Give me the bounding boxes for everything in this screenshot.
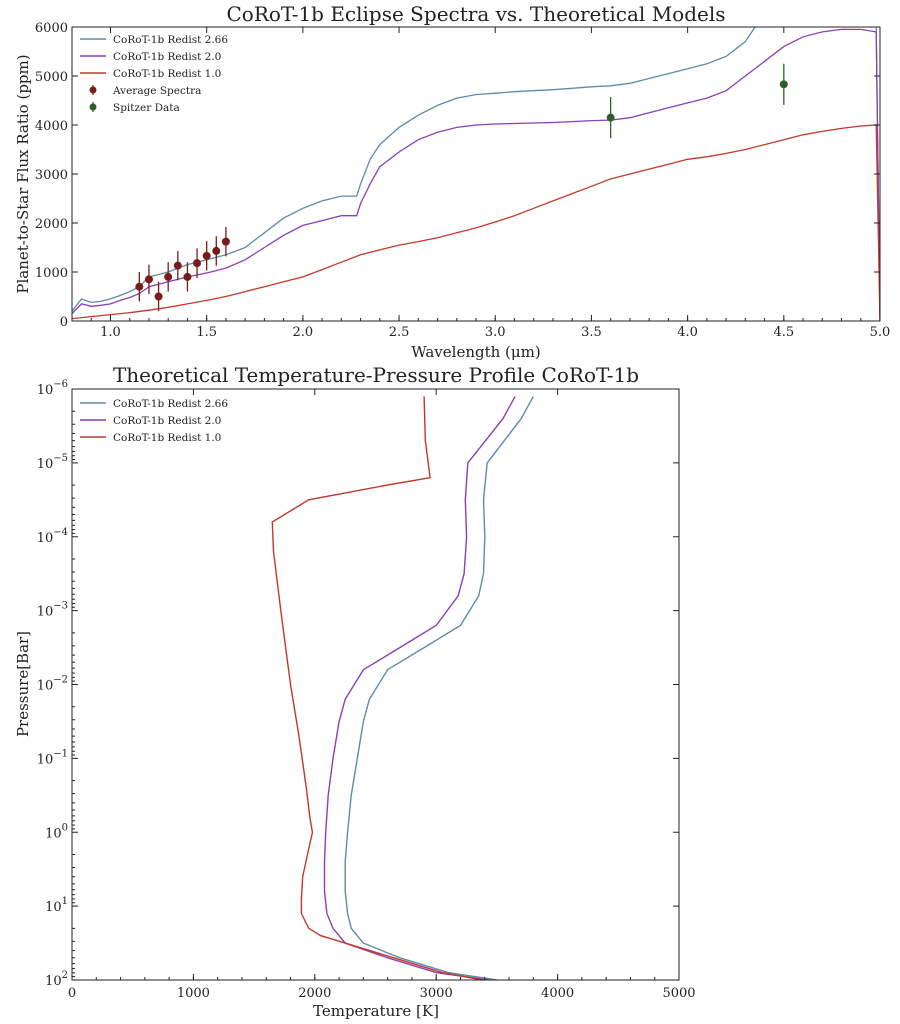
legend-label: CoRoT-1b Redist 2.0 <box>113 51 221 63</box>
chart-title: Theoretical Temperature-Pressure Profile… <box>113 363 639 387</box>
y-tick-label: 6000 <box>35 21 68 36</box>
x-tick-label: 3000 <box>420 986 453 1001</box>
x-tick-label: 1.0 <box>100 325 121 340</box>
y-tick-label: 102 <box>45 970 68 989</box>
legend: CoRoT-1b Redist 2.66 CoRoT-1b Redist 2.0 C… <box>80 398 228 444</box>
eclipse-spectra-chart: CoRoT-1b Eclipse Spectra vs. Theoretical… <box>14 2 890 361</box>
x-tick-label: 0 <box>68 986 76 1001</box>
plot-frame <box>71 26 881 322</box>
data-point <box>606 113 615 122</box>
series-line <box>72 28 880 321</box>
y-tick-label: 10−2 <box>37 675 68 694</box>
x-tick-label: 3.0 <box>485 325 506 340</box>
data-point <box>135 282 144 291</box>
legend-label: CoRoT-1b Redist 1.0 <box>113 432 221 444</box>
temperature-pressure-chart: Theoretical Temperature-Pressure Profile… <box>14 363 696 1020</box>
x-tick-label: 1000 <box>177 986 210 1001</box>
y-tick-label: 101 <box>45 896 68 915</box>
y-tick-label: 3000 <box>35 168 68 183</box>
x-tick-label: 5.0 <box>870 325 891 340</box>
x-tick-label: 2.0 <box>293 325 314 340</box>
series-line <box>72 27 880 321</box>
y-tick-label: 10−6 <box>37 379 68 398</box>
x-tick-label: 4.5 <box>773 325 794 340</box>
x-tick-label: 2.5 <box>389 325 410 340</box>
y-tick-label: 0 <box>60 315 68 330</box>
x-axis-label: Wavelength (μm) <box>411 343 540 361</box>
y-tick-label: 10−5 <box>37 453 68 472</box>
x-tick-label: 4000 <box>541 986 574 1001</box>
y-axis-label: Planet-to-Star Flux Ratio (ppm) <box>14 54 32 293</box>
legend-label: CoRoT-1b Redist 2.66 <box>113 34 228 46</box>
x-axis-label: Temperature [K] <box>313 1002 439 1020</box>
profile-line <box>323 396 516 980</box>
data-point <box>779 80 788 89</box>
y-tick-label: 10−4 <box>37 527 68 546</box>
series-line <box>72 124 880 321</box>
y-axis-label: Pressure[Bar] <box>14 631 32 737</box>
data-point <box>212 246 221 255</box>
x-tick-label: 4.0 <box>677 325 698 340</box>
y-tick-label: 100 <box>45 822 68 841</box>
data-point <box>193 259 202 268</box>
legend-label: CoRoT-1b Redist 2.0 <box>113 415 221 427</box>
legend-marker <box>89 103 97 111</box>
y-tick-label: 4000 <box>35 119 68 134</box>
x-tick-label: 1.5 <box>196 325 217 340</box>
legend: CoRoT-1b Redist 2.66 CoRoT-1b Redist 2.0 C… <box>80 34 228 114</box>
y-tick-label: 5000 <box>35 70 68 85</box>
profile-line <box>271 396 483 980</box>
legend-label: CoRoT-1b Redist 2.66 <box>113 398 228 410</box>
x-tick-label: 3.5 <box>581 325 602 340</box>
legend-marker <box>89 86 97 94</box>
data-point <box>183 272 192 281</box>
y-tick-label: 10−1 <box>37 748 68 767</box>
x-tick-label: 5000 <box>662 986 695 1001</box>
y-tick-label: 1000 <box>35 266 68 281</box>
x-tick-label: 2000 <box>298 986 331 1001</box>
data-point <box>202 251 211 260</box>
y-tick-label: 10−3 <box>37 601 68 620</box>
y-tick-label: 2000 <box>35 217 68 232</box>
legend-label: Average Spectra <box>112 85 201 97</box>
data-point <box>173 261 182 270</box>
chart-title: CoRoT-1b Eclipse Spectra vs. Theoretical… <box>226 2 725 26</box>
data-point <box>221 237 230 246</box>
data-point <box>164 272 173 281</box>
legend-label: CoRoT-1b Redist 1.0 <box>113 68 221 80</box>
data-point <box>144 275 153 284</box>
profile-line <box>344 396 534 980</box>
data-point <box>154 292 163 301</box>
legend-label: Spitzer Data <box>113 102 180 114</box>
plot-frame <box>71 388 680 981</box>
